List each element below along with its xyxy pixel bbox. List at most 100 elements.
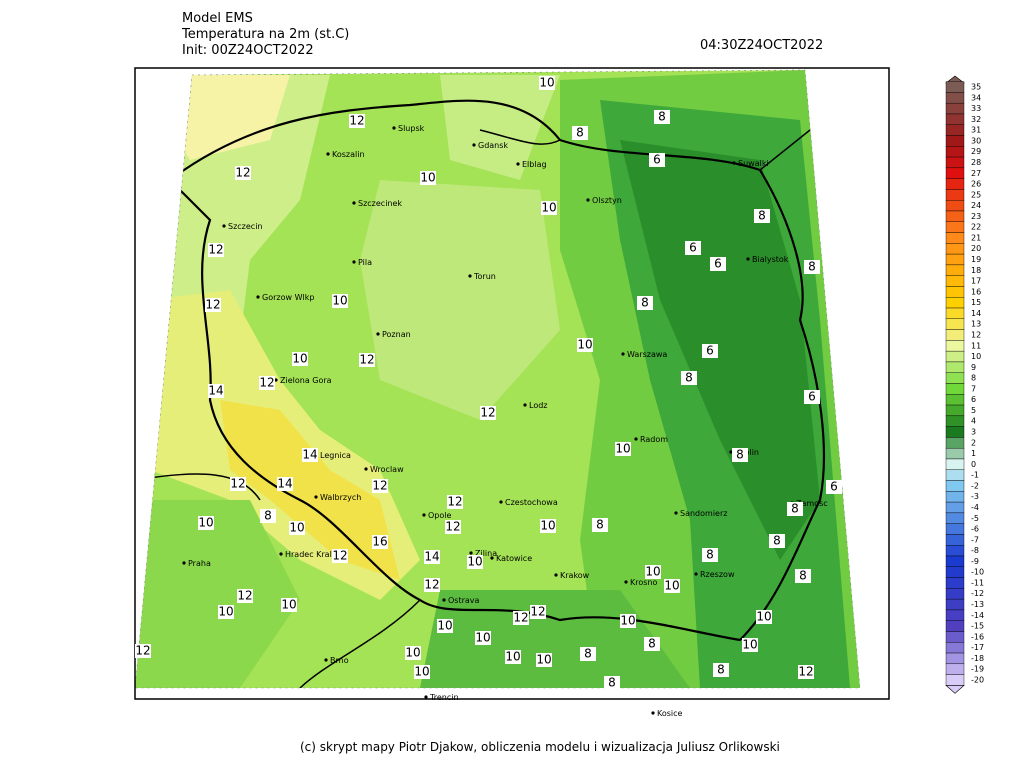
contour-label-bg	[480, 406, 496, 420]
contour-label: 8	[648, 637, 656, 651]
colorbar-cell	[945, 447, 965, 460]
colorbar-label: 0	[971, 460, 976, 469]
contour-label: 8	[791, 502, 799, 516]
city-label: Poznan	[382, 330, 411, 339]
colorbar-label: -3	[971, 492, 979, 501]
contour-label: 6	[653, 153, 661, 167]
contour-label: 12	[230, 477, 245, 491]
contour-label: 10	[645, 565, 660, 579]
contour-label: 10	[620, 614, 635, 628]
colorbar-cell	[945, 200, 965, 212]
city-label: Pila	[358, 258, 372, 267]
colorbar-label: 22	[971, 223, 981, 232]
colorbar-cell	[945, 458, 965, 470]
colorbar-cell	[945, 545, 965, 557]
colorbar-label: -11	[971, 578, 984, 587]
colorbar-cell	[945, 243, 965, 255]
colorbar-label: -13	[971, 600, 984, 609]
colorbar-cell	[945, 652, 965, 665]
contour-label: 8	[264, 509, 272, 523]
contour-label-bg	[420, 171, 436, 185]
contour-label: 8	[584, 647, 592, 661]
contour-label: 10	[577, 338, 592, 352]
contour-label-bg	[756, 610, 772, 624]
colorbar-cell	[945, 307, 965, 320]
city-label: Bialystok	[752, 255, 789, 264]
contour-label: 12	[372, 479, 387, 493]
colorbar-label: 13	[971, 320, 981, 329]
contour-label-bg	[769, 534, 785, 548]
contour-label-bg	[505, 650, 521, 664]
colorbar-cell	[945, 92, 965, 104]
colorbar-label: 15	[971, 298, 981, 307]
contour-label-bg	[424, 550, 440, 564]
contour-label: 6	[808, 390, 816, 404]
colorbar-label: 6	[971, 395, 976, 404]
contour-label: 8	[808, 260, 816, 274]
contour-label-bg	[804, 260, 820, 274]
colorbar-cell	[945, 232, 965, 244]
contour-label-bg	[405, 646, 421, 660]
contour-label-bg	[445, 520, 461, 534]
colorbar-cell	[945, 264, 965, 276]
contour-label-bg	[644, 637, 660, 651]
city-dot	[182, 561, 186, 565]
city-dot	[729, 450, 733, 454]
contour-label: 8	[758, 209, 766, 223]
contour-label-bg	[702, 548, 718, 562]
valid-time: 04:30Z24OCT2022	[700, 38, 823, 53]
city-dot	[256, 295, 260, 299]
city-label: Zamosc	[796, 499, 828, 508]
contour-label: 10	[536, 653, 551, 667]
contour-label: 12	[205, 298, 220, 312]
city-label: Szczecinek	[358, 199, 402, 208]
contour-label-bg	[302, 448, 318, 462]
contour-label: 10	[289, 521, 304, 535]
city-dot	[746, 257, 750, 261]
contour-label-bg	[654, 110, 670, 124]
city-dot	[324, 658, 328, 662]
city-dot	[314, 495, 318, 499]
contour-label: 12	[445, 520, 460, 534]
colorbar-cell	[945, 146, 965, 158]
city-label: Suwalki	[738, 159, 769, 168]
colorbar-cell	[945, 167, 965, 179]
contour-label-bg	[292, 352, 308, 366]
colorbar-label: 17	[971, 277, 981, 286]
colorbar-label: -9	[971, 557, 979, 566]
contour-label-bg	[572, 126, 588, 140]
colorbar-cell	[945, 588, 965, 600]
colorbar-cell	[945, 102, 965, 115]
city-label: Slupsk	[398, 124, 425, 133]
colorbar-label: -17	[971, 643, 984, 652]
contour-label: 10	[420, 171, 435, 185]
contour-label-bg	[237, 589, 253, 603]
contour-label: 14	[424, 550, 439, 564]
contour-label: 10	[615, 442, 630, 456]
contour-label-bg	[513, 611, 529, 625]
contour-label-bg	[208, 243, 224, 257]
city-label: Praha	[188, 559, 211, 568]
city-label: Gdansk	[478, 141, 508, 150]
city-dot	[442, 598, 446, 602]
contour-label: 8	[799, 569, 807, 583]
colorbar-cell	[945, 566, 965, 578]
colorbar-label: 30	[971, 136, 981, 145]
colorbar-cell	[945, 178, 965, 190]
contour-label-bg	[372, 535, 388, 549]
contour-label-bg	[592, 518, 608, 532]
contour-label-bg	[540, 519, 556, 533]
colorbar-cell	[945, 318, 965, 330]
colorbar-cell	[945, 113, 965, 125]
contour-label: 12	[259, 376, 274, 390]
contour-label-bg	[804, 390, 820, 404]
contour-label-bg	[437, 619, 453, 633]
colorbar-label: -10	[971, 568, 984, 577]
contour-label-bg	[645, 565, 661, 579]
colorbar-cell	[945, 404, 965, 417]
contour-label-bg	[281, 598, 297, 612]
city-dot	[222, 224, 226, 228]
contour-label: 12	[424, 578, 439, 592]
colorbar-cell	[945, 437, 965, 449]
city-dot	[694, 572, 698, 576]
